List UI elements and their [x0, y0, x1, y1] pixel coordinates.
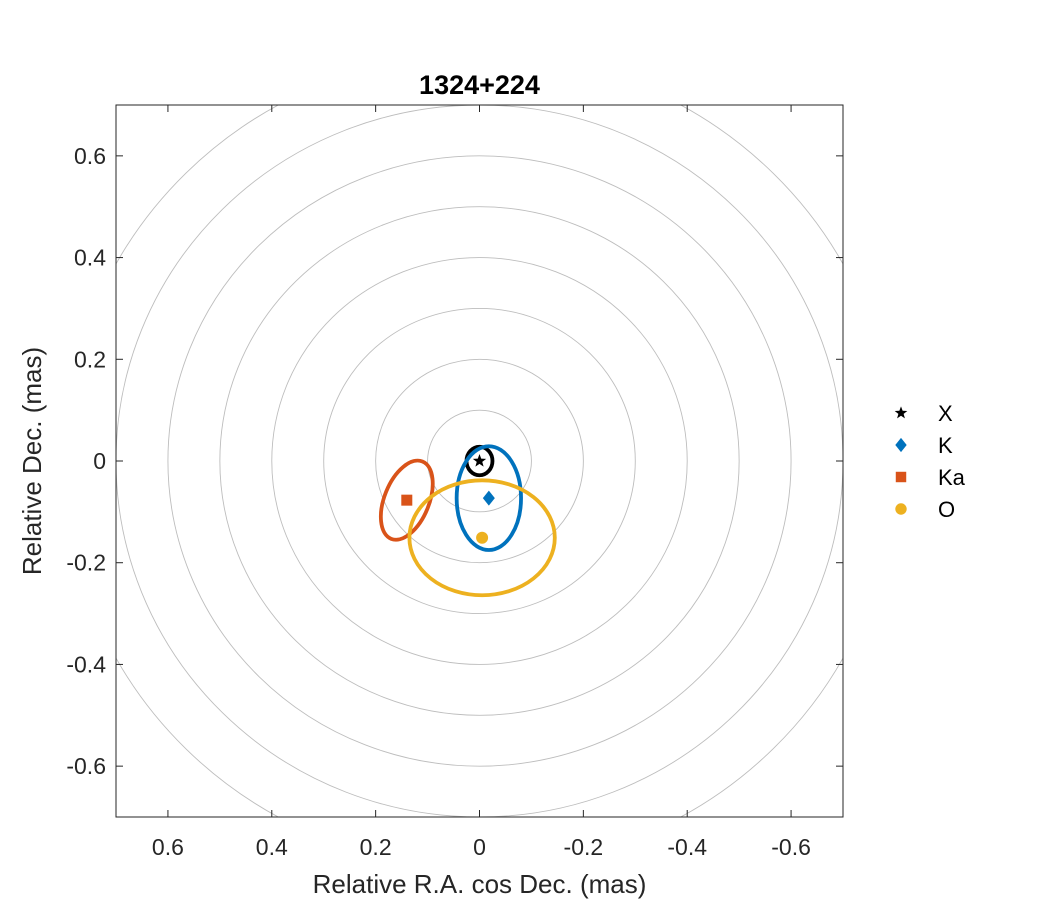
reference-circle — [167, 155, 792, 767]
legend-label-x: X — [938, 401, 953, 426]
y-tick-label: 0.2 — [74, 346, 106, 372]
y-axis-label: Relative Dec. (mas) — [17, 347, 47, 575]
y-tick-label: 0 — [93, 448, 106, 474]
legend: XK Ka O — [894, 401, 966, 522]
marker-k — [482, 490, 495, 506]
x-tick-label: -0.6 — [771, 834, 811, 860]
error-ellipses — [378, 444, 557, 598]
x-tick-label: -0.2 — [564, 834, 604, 860]
y-tick-label: -0.2 — [66, 550, 106, 576]
legend-label-o: O — [938, 497, 955, 522]
legend-marker-x — [894, 406, 908, 419]
legend-marker-k — [895, 437, 907, 453]
legend-label-ka: Ka — [938, 465, 966, 490]
reference-circle — [375, 358, 584, 564]
reference-circle — [323, 307, 636, 615]
y-tick-label: -0.4 — [66, 651, 106, 677]
legend-label-k: K — [938, 433, 953, 458]
marker-x — [472, 454, 487, 467]
y-tick-label: 0.6 — [74, 143, 106, 169]
marker-o — [476, 531, 489, 544]
error-ellipse-k — [454, 444, 523, 552]
x-tick-label: -0.4 — [667, 834, 707, 860]
error-ellipse-ka — [378, 458, 435, 542]
data-markers — [401, 454, 495, 544]
reference-circle — [219, 206, 740, 716]
y-tick-label: 0.4 — [74, 245, 106, 271]
reference-circle — [427, 409, 532, 513]
reference-circles — [116, 105, 843, 817]
chart-title: 1324+224 — [419, 70, 540, 100]
y-tick-label: -0.6 — [66, 753, 106, 779]
x-tick-label: 0 — [473, 834, 486, 860]
marker-ka — [401, 494, 413, 506]
x-tick-label: 0.4 — [256, 834, 288, 860]
x-tick-label: 0.6 — [152, 834, 184, 860]
legend-marker-ka — [895, 471, 907, 483]
x-tick-label: 0.2 — [360, 834, 392, 860]
legend-marker-o — [895, 503, 907, 515]
reference-circle — [271, 257, 688, 665]
error-ellipse-o — [407, 478, 557, 598]
x-axis-label: Relative R.A. cos Dec. (mas) — [313, 869, 647, 899]
axis-ticks: 0.6 0.4 0.2 0 -0.2 -0.4 -0.6 0.6 0.4 0.2 0 -0.2 -0.4… — [66, 105, 843, 860]
